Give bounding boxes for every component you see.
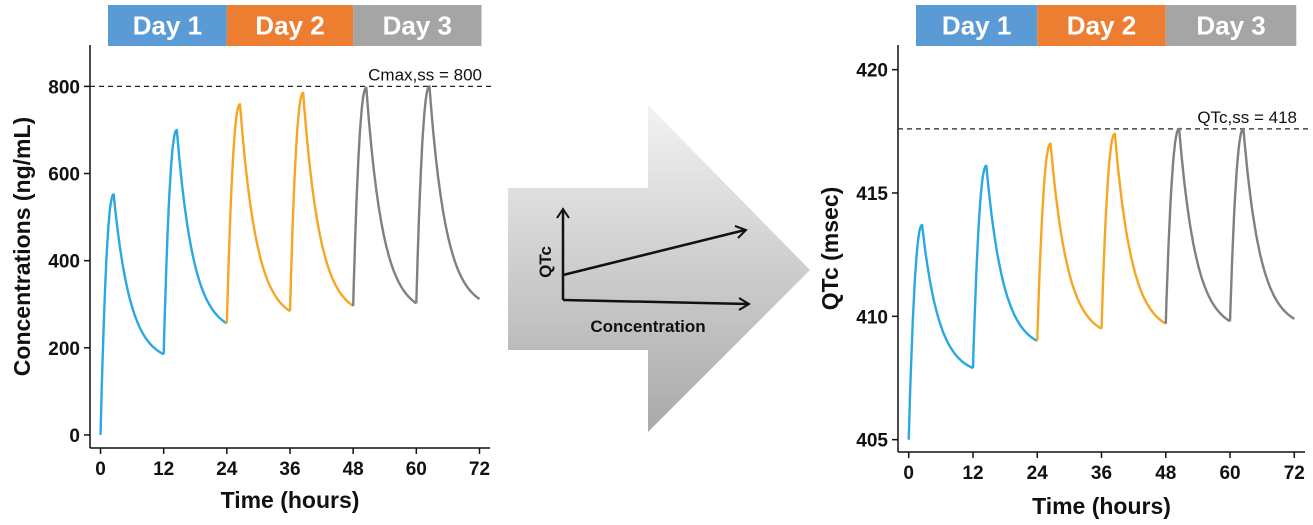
qtc-concentration-inset: QTc Concentration <box>536 207 751 336</box>
conc-dose-curve-6 <box>415 85 481 304</box>
conc-dose-curve-5 <box>352 86 418 307</box>
conc-day-band-2 <box>226 5 354 46</box>
qtc-y-axis-title: QTc (msec) <box>817 187 843 311</box>
inset-x-axis <box>562 298 749 306</box>
qtc-dose-curve-2 <box>971 164 1038 369</box>
qtc-dose-curve-1 <box>907 223 974 440</box>
qtc-day-label-2: Day 2 <box>1067 11 1136 41</box>
qtc-day-band-2 <box>1037 5 1166 46</box>
inset-x-axis-arrowhead <box>738 297 751 311</box>
inset-x-label: Concentration <box>590 317 705 336</box>
qtc-dose-curve-5 <box>1164 127 1231 324</box>
qtc-day-label-1: Day 1 <box>942 11 1011 41</box>
qtc-dose-curve-4 <box>1100 132 1167 329</box>
conc-x-tick-label: 48 <box>343 459 364 480</box>
qtc-x-tick-label: 24 <box>1027 463 1049 484</box>
inset-y-label: QTc <box>536 246 555 278</box>
conc-x-tick-label: 36 <box>279 459 300 480</box>
conc-y-tick-label: 800 <box>48 77 80 98</box>
qtc-y-tick-label: 410 <box>856 307 888 328</box>
conc-day-label-1: Day 1 <box>133 11 202 41</box>
conc-x-tick-label: 12 <box>153 459 174 480</box>
concentration-chart: Day 1 Day 2 Day 3 0 200 400 600 800 0 12 24 36 48 60 7… <box>9 5 495 513</box>
qtc-x-tick-label: 48 <box>1155 463 1176 484</box>
qtc-dose-curve-3 <box>1036 142 1103 342</box>
conc-x-tick-label: 24 <box>216 459 238 480</box>
inset-trend-arrowhead <box>734 225 748 239</box>
conc-x-tick-label: 72 <box>469 459 490 480</box>
conc-x-tick-label: 0 <box>95 459 106 480</box>
qtc-x-tick-label: 0 <box>903 463 914 484</box>
conc-day-label-3: Day 3 <box>383 11 452 41</box>
qtc-day-label-3: Day 3 <box>1196 11 1265 41</box>
qtc-dose-curve-6 <box>1228 127 1295 322</box>
qtc-chart: Day 1 Day 2 Day 3 405 410 415 420 0 12 24 36 48 60 72… <box>817 5 1310 519</box>
conc-reference-label: Cmax,ss = 800 <box>368 65 482 84</box>
qtc-x-tick-label: 36 <box>1091 463 1112 484</box>
inset-trend-line <box>562 228 746 277</box>
arrow-shape <box>508 105 810 432</box>
conc-day-band-1 <box>108 5 227 46</box>
conc-dose-curve-4 <box>288 91 354 312</box>
qtc-y-tick-label: 415 <box>856 184 888 205</box>
conc-y-tick-label: 0 <box>69 426 80 447</box>
conc-dose-curve-2 <box>162 128 228 355</box>
conc-day-label-2: Day 2 <box>255 11 324 41</box>
qtc-x-tick-label: 60 <box>1219 463 1240 484</box>
conc-y-tick-label: 600 <box>48 165 80 186</box>
qtc-reference-label: QTc,ss = 418 <box>1197 108 1297 127</box>
conc-dose-curve-1 <box>99 193 165 435</box>
qtc-day-band-1 <box>916 5 1038 46</box>
qtc-day-band-3 <box>1165 5 1297 46</box>
qtc-x-tick-label: 12 <box>962 463 983 484</box>
conc-y-tick-label: 200 <box>48 339 80 360</box>
conc-dose-curve-3 <box>225 103 291 324</box>
conc-x-tick-label: 60 <box>406 459 427 480</box>
qtc-y-tick-label: 405 <box>856 431 888 452</box>
relationship-arrow: QTc Concentration <box>508 105 810 432</box>
conc-y-axis-title: Concentrations (ng/mL) <box>9 117 35 376</box>
qtc-x-tick-label: 72 <box>1284 463 1305 484</box>
qtc-y-tick-label: 420 <box>856 61 888 82</box>
conc-y-tick-label: 400 <box>48 252 80 273</box>
inset-y-axis-arrowhead <box>556 207 570 219</box>
conc-x-axis-title: Time (hours) <box>221 487 360 513</box>
qtc-x-axis-title: Time (hours) <box>1032 493 1171 519</box>
conc-day-band-3 <box>353 5 482 46</box>
